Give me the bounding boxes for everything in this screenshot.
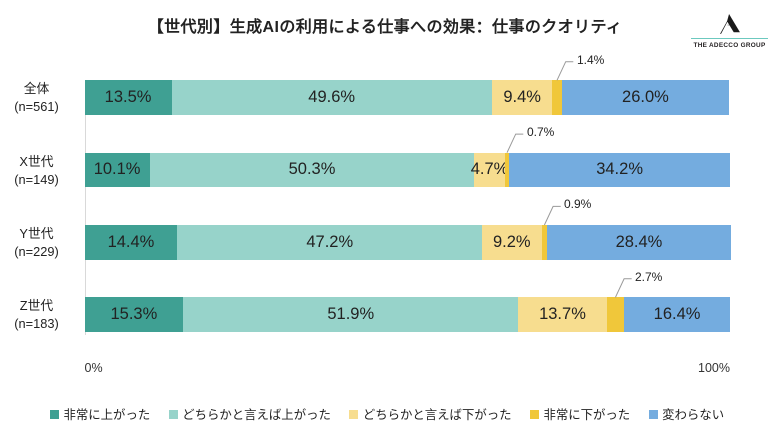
svg-text:adecco: adecco [727,25,733,27]
